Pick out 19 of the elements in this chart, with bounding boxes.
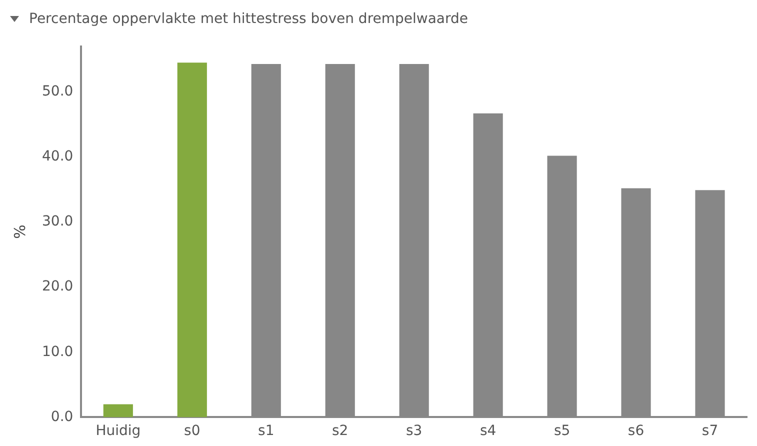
x-tick-label: s0 [184,423,200,440]
x-tick-label: s5 [554,423,570,440]
y-tick-label: 40.0 [42,148,74,165]
x-tick-label: s7 [702,423,718,440]
y-tick-label: 20.0 [42,278,74,295]
y-tick-label: 0.0 [50,408,74,425]
y-tick-label: 30.0 [42,214,74,230]
x-tick-label: s4 [480,423,496,440]
y-axis-title: % [10,224,29,239]
y-tick-label: 10.0 [42,344,74,360]
x-tick-label: s2 [332,423,348,440]
bar [177,62,207,418]
bar [103,404,133,418]
y-tick-label: 50.0 [42,84,74,100]
x-tick-label: Huidig [96,423,141,440]
chart-title: Percentage oppervlakte met hittestress boven drempelwaarde [29,11,468,27]
x-tick-label: s1 [258,423,274,440]
x-tick-label: s6 [628,423,644,440]
x-tick-label: s3 [406,423,422,440]
